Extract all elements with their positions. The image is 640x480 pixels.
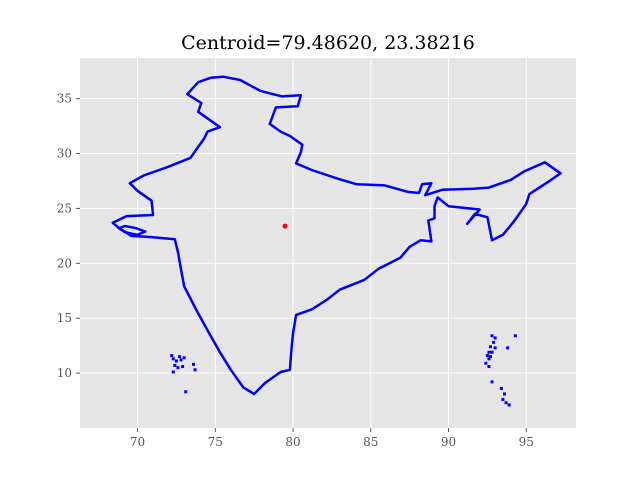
series-lakshadweep	[170, 354, 197, 394]
outline-point	[192, 362, 196, 366]
outline-point	[490, 380, 494, 384]
outline-point	[182, 356, 186, 360]
outline-point	[493, 346, 497, 350]
outline-point	[492, 340, 496, 344]
outline-path	[111, 75, 562, 396]
outline-point	[490, 334, 494, 338]
outline-point	[487, 365, 491, 369]
outline-point	[170, 354, 174, 358]
outline-point	[173, 363, 177, 367]
x-tick-label: 85	[363, 435, 378, 449]
outline-point	[174, 359, 178, 363]
outline-point	[178, 355, 182, 359]
x-tick-label: 75	[208, 435, 223, 449]
outline-point	[184, 390, 188, 394]
outline-point	[499, 386, 503, 390]
outline-point	[171, 370, 175, 374]
centroid-point	[282, 223, 288, 229]
outline-point	[504, 401, 508, 405]
y-tick-label: 20	[57, 256, 72, 270]
x-axis: 70 75 80 85 90 95	[130, 428, 534, 449]
outline-point	[181, 365, 185, 369]
y-tick-label: 25	[57, 201, 72, 215]
series-kutch	[118, 224, 147, 237]
y-tick-label: 30	[57, 147, 72, 161]
outline-point	[179, 358, 183, 362]
outline-point	[490, 350, 494, 354]
outline-point	[487, 350, 491, 354]
country-outline	[111, 75, 562, 407]
outline-point	[501, 397, 505, 401]
y-axis: 10 15 20 25 30 35	[57, 92, 80, 380]
outline-point	[488, 355, 492, 359]
x-tick-label: 70	[130, 435, 145, 449]
centroid-layer	[282, 223, 288, 229]
outline-point	[513, 334, 517, 338]
outline-point	[488, 345, 492, 349]
outline-point	[484, 361, 488, 365]
outline-path	[118, 224, 147, 237]
x-tick-label: 95	[519, 435, 534, 449]
outline-point	[171, 357, 175, 361]
y-tick-label: 15	[57, 311, 72, 325]
y-tick-label: 10	[57, 366, 72, 380]
outline-point	[506, 346, 510, 350]
plot-area	[80, 58, 576, 428]
x-tick-label: 90	[441, 435, 456, 449]
outline-point	[502, 392, 506, 396]
x-tick-label: 80	[285, 435, 300, 449]
outline-point	[507, 403, 511, 407]
series-mainland	[111, 75, 562, 396]
series-andaman_nicobar	[484, 334, 517, 407]
y-tick-label: 35	[57, 92, 72, 106]
outline-point	[485, 354, 489, 358]
outline-point	[176, 366, 180, 370]
outline-point	[193, 368, 197, 372]
grid-lines	[80, 58, 576, 428]
chart-title: Centroid=79.48620, 23.38216	[181, 32, 475, 54]
outline-point	[487, 357, 491, 361]
outline-point	[493, 336, 497, 340]
